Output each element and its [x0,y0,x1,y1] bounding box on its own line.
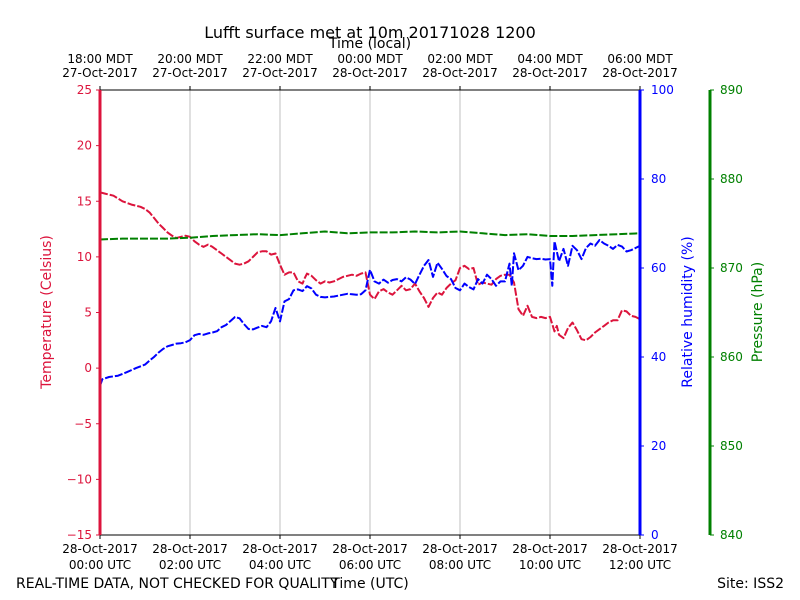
local-tick-time: 02:00 MDT [427,52,493,66]
temperature-tick-label: 10 [77,250,92,264]
utc-tick-date: 28-Oct-2017 [512,542,588,556]
humidity-tick-label: 0 [651,528,659,542]
utc-tick-date: 28-Oct-2017 [332,542,408,556]
pressure-tick-label: 840 [720,528,743,542]
temperature-axis-label: Temperature (Celsius) [39,235,55,390]
utc-tick-time: 12:00 UTC [609,558,671,572]
temperature-tick-label: 15 [77,194,92,208]
local-tick-date: 28-Oct-2017 [602,66,678,80]
temperature-tick-label: −10 [67,472,92,486]
axes-layer [98,89,712,536]
humidity-tick-label: 60 [651,261,666,275]
pressure-tick-label: 850 [720,439,743,453]
humidity-tick-label: 40 [651,350,666,364]
temperature-tick-label: −5 [74,417,92,431]
pressure-line [99,230,641,241]
temperature-tick-label: 25 [77,83,92,97]
local-tick-time: 20:00 MDT [157,52,223,66]
footer-site-label: Site: ISS2 [717,576,784,592]
pressure-tick-label: 890 [720,83,743,97]
utc-tick-date: 28-Oct-2017 [422,542,498,556]
local-tick-time: 04:00 MDT [517,52,583,66]
humidity-line [99,239,641,387]
utc-tick-time: 04:00 UTC [249,558,311,572]
humidity-axis-label: Relative humidity (%) [680,236,696,387]
chart-title: Lufft surface met at 10m 20171028 1200 [204,23,536,42]
x-axis-label: Time (UTC) [330,576,408,592]
top-axis-label: Time (local) [328,36,411,52]
temperature-tick-label: 5 [84,306,92,320]
pressure-tick-label: 860 [720,350,743,364]
utc-tick-date: 28-Oct-2017 [602,542,678,556]
pressure-tick-label: 880 [720,172,743,186]
series-layer [99,191,641,387]
tick-layer: 28-Oct-2017 00:00 UTC 28-Oct-2017 02:00 UTC… [62,52,743,572]
footer-quality-note: REAL-TIME DATA, NOT CHECKED FOR QUALITY [16,576,339,592]
temperature-tick-label: 0 [84,361,92,375]
local-tick-date: 27-Oct-2017 [242,66,318,80]
utc-tick-time: 00:00 UTC [69,558,131,572]
utc-tick-time: 08:00 UTC [429,558,491,572]
utc-tick-time: 06:00 UTC [339,558,401,572]
local-tick-time: 22:00 MDT [247,52,313,66]
temperature-tick-label: 20 [77,139,92,153]
local-tick-time: 00:00 MDT [337,52,403,66]
local-tick-time: 18:00 MDT [67,52,133,66]
local-tick-date: 27-Oct-2017 [62,66,138,80]
utc-tick-date: 28-Oct-2017 [152,542,228,556]
local-tick-date: 28-Oct-2017 [332,66,408,80]
grid [189,90,551,535]
utc-tick-time: 02:00 UTC [159,558,221,572]
local-tick-date: 27-Oct-2017 [152,66,228,80]
temperature-line [99,191,641,342]
utc-tick-time: 10:00 UTC [519,558,581,572]
humidity-tick-label: 80 [651,172,666,186]
pressure-tick-label: 870 [720,261,743,275]
temperature-tick-label: −15 [67,528,92,542]
local-tick-date: 28-Oct-2017 [512,66,588,80]
utc-tick-date: 28-Oct-2017 [62,542,138,556]
local-tick-time: 06:00 MDT [607,52,673,66]
utc-tick-date: 28-Oct-2017 [242,542,318,556]
pressure-axis-label: Pressure (hPa) [750,262,766,362]
local-tick-date: 28-Oct-2017 [422,66,498,80]
humidity-tick-label: 20 [651,439,666,453]
humidity-tick-label: 100 [651,83,674,97]
